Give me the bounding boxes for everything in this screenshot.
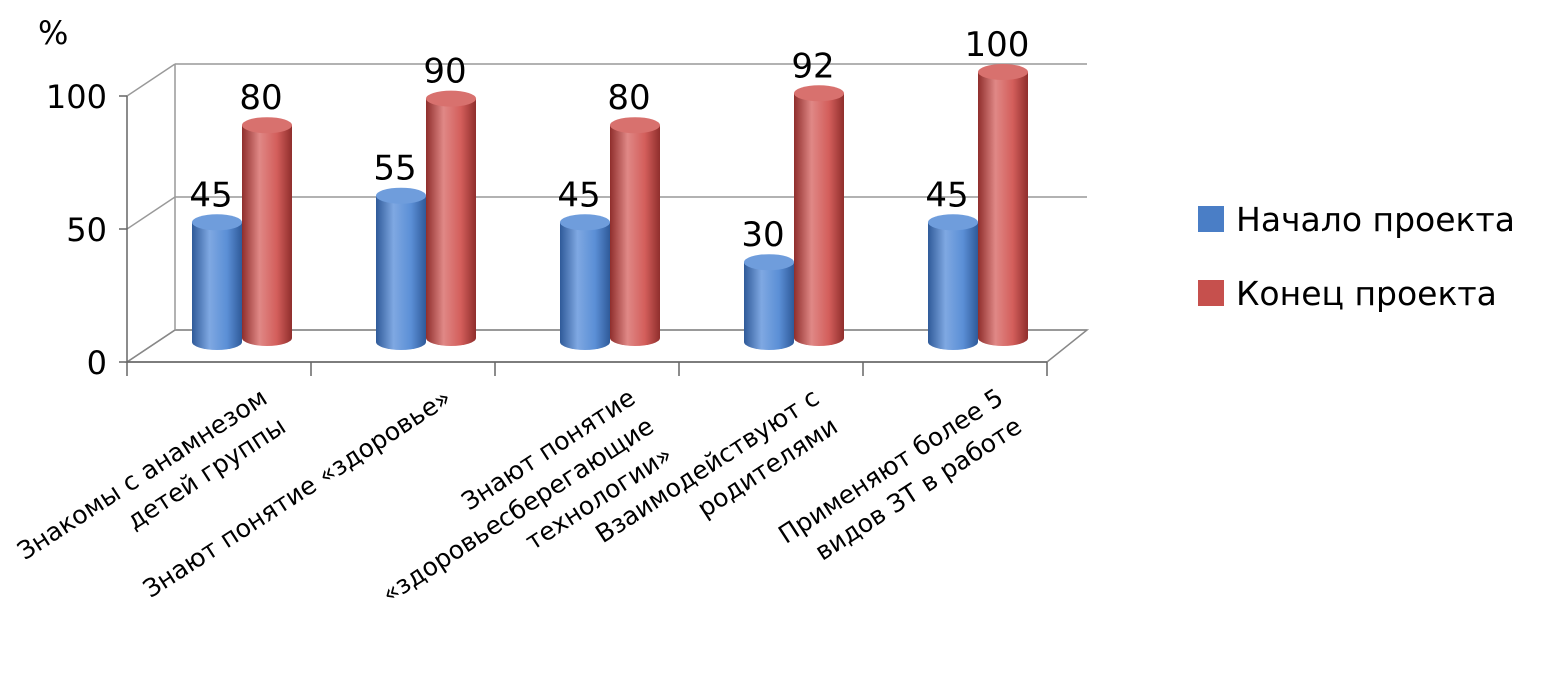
bar-top: [744, 254, 794, 271]
data-label: 45: [189, 175, 232, 215]
axes: 0 50 100%: [38, 14, 1048, 382]
bar-start: [928, 214, 978, 350]
labels: 45 55 45 30 45 80 90 80 92 100 Знакомы с анамнезом…: [12, 25, 1030, 609]
data-label: 45: [557, 175, 600, 215]
bar-body: [426, 98, 476, 346]
bar-end: [978, 64, 1028, 346]
bar-end: [610, 117, 660, 346]
legend-swatch-end: [1198, 280, 1224, 306]
bar-body: [376, 195, 426, 350]
bar-body: [978, 72, 1028, 346]
bar-start: [560, 214, 610, 350]
legend: Начало проекта Конец проекта: [1198, 196, 1515, 344]
data-label: 80: [239, 78, 282, 118]
bar-body: [242, 125, 292, 346]
y-tick-label: 100: [46, 78, 107, 116]
gridline-depth: [126, 196, 176, 230]
data-label: 45: [925, 175, 968, 215]
legend-item-end: Конец проекта: [1198, 270, 1515, 316]
legend-swatch-start: [1198, 206, 1224, 232]
legend-item-start: Начало проекта: [1198, 196, 1515, 242]
bar-end: [426, 90, 476, 346]
bar-body: [192, 222, 242, 350]
data-label: 80: [607, 78, 650, 118]
bar-body: [610, 125, 660, 346]
data-label: 90: [423, 52, 466, 92]
data-label: 100: [965, 25, 1030, 65]
bar-top: [928, 214, 978, 231]
bar-body: [794, 93, 844, 346]
bar-start: [192, 214, 242, 350]
bars: [192, 64, 1028, 350]
bar-body: [928, 222, 978, 350]
bar-end: [242, 117, 292, 346]
x-category-label: Знакомы с анамнезомдетей группы: [12, 383, 291, 595]
bar-start: [744, 254, 794, 350]
bar-end: [794, 85, 844, 346]
bar-top: [794, 85, 844, 102]
y-unit-label: %: [38, 14, 68, 52]
data-label: 55: [373, 149, 416, 189]
bar-top: [560, 214, 610, 231]
legend-label-end: Конец проекта: [1236, 273, 1497, 313]
y-tick-label: 50: [66, 211, 107, 249]
gridline-depth: [126, 63, 176, 97]
bar-body: [744, 262, 794, 350]
data-label: 30: [741, 215, 784, 255]
bar-top: [242, 117, 292, 134]
bar-top: [376, 187, 426, 204]
bar-body: [560, 222, 610, 350]
y-tick-label: 0: [87, 344, 107, 382]
bar-top: [610, 117, 660, 134]
legend-label-start: Начало проекта: [1236, 199, 1515, 239]
bar-top: [978, 64, 1028, 80]
data-label: 92: [791, 46, 834, 86]
bar-start: [376, 187, 426, 350]
bar-top: [426, 90, 476, 107]
bar-top: [192, 214, 242, 231]
